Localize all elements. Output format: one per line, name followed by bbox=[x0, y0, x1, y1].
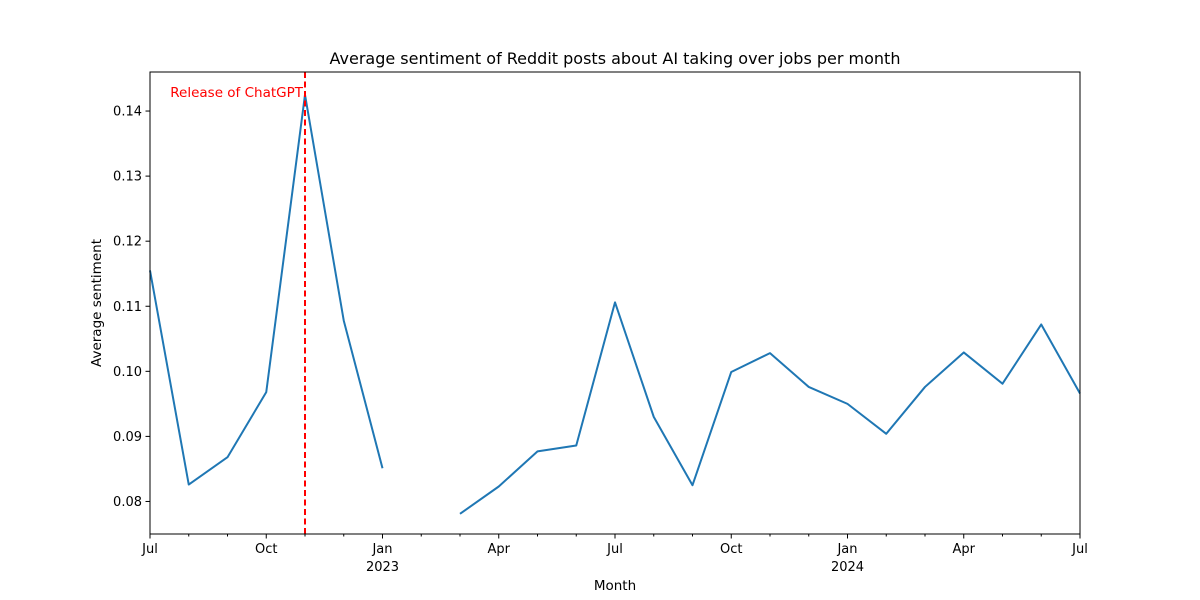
y-tick-label: 0.11 bbox=[113, 300, 142, 315]
x-tick-label: Oct bbox=[255, 542, 277, 557]
x-tick-label: Jul bbox=[1071, 542, 1088, 557]
chart-title: Average sentiment of Reddit posts about … bbox=[330, 49, 901, 68]
x-axis: Jul Oct Jan 2023 Apr Jul Oct Jan 2024 Apr Jul bbox=[141, 534, 1088, 575]
x-tick-label: Jan bbox=[836, 542, 857, 557]
x-tick-label: Jul bbox=[606, 542, 623, 557]
y-tick-label: 0.09 bbox=[113, 430, 142, 445]
x-tick-year-label: 2023 bbox=[366, 560, 399, 575]
x-tick-label: Jul bbox=[141, 542, 158, 557]
series-line-0 bbox=[149, 93, 1081, 515]
x-tick-label: Apr bbox=[488, 542, 511, 557]
series-layer bbox=[149, 93, 1081, 515]
x-tick-year-label: 2024 bbox=[831, 560, 864, 575]
y-tick-label: 0.10 bbox=[113, 365, 142, 380]
x-tick-label: Oct bbox=[720, 542, 742, 557]
y-axis-label: Average sentiment bbox=[89, 239, 105, 367]
x-tick-label: Apr bbox=[953, 542, 976, 557]
y-axis: 0.08 0.09 0.10 0.11 0.12 0.13 0.14 bbox=[113, 105, 150, 510]
plot-area: Release of ChatGPT bbox=[149, 71, 1081, 535]
x-tick-label: Jan bbox=[371, 542, 392, 557]
y-tick-label: 0.12 bbox=[113, 235, 142, 250]
y-tick-label: 0.08 bbox=[113, 495, 142, 510]
chatgpt-release-label: Release of ChatGPT bbox=[170, 85, 303, 101]
annotation-layer: Release of ChatGPT bbox=[170, 72, 306, 534]
x-axis-label: Month bbox=[594, 578, 636, 594]
y-tick-label: 0.14 bbox=[113, 105, 142, 120]
y-tick-label: 0.13 bbox=[113, 170, 142, 185]
